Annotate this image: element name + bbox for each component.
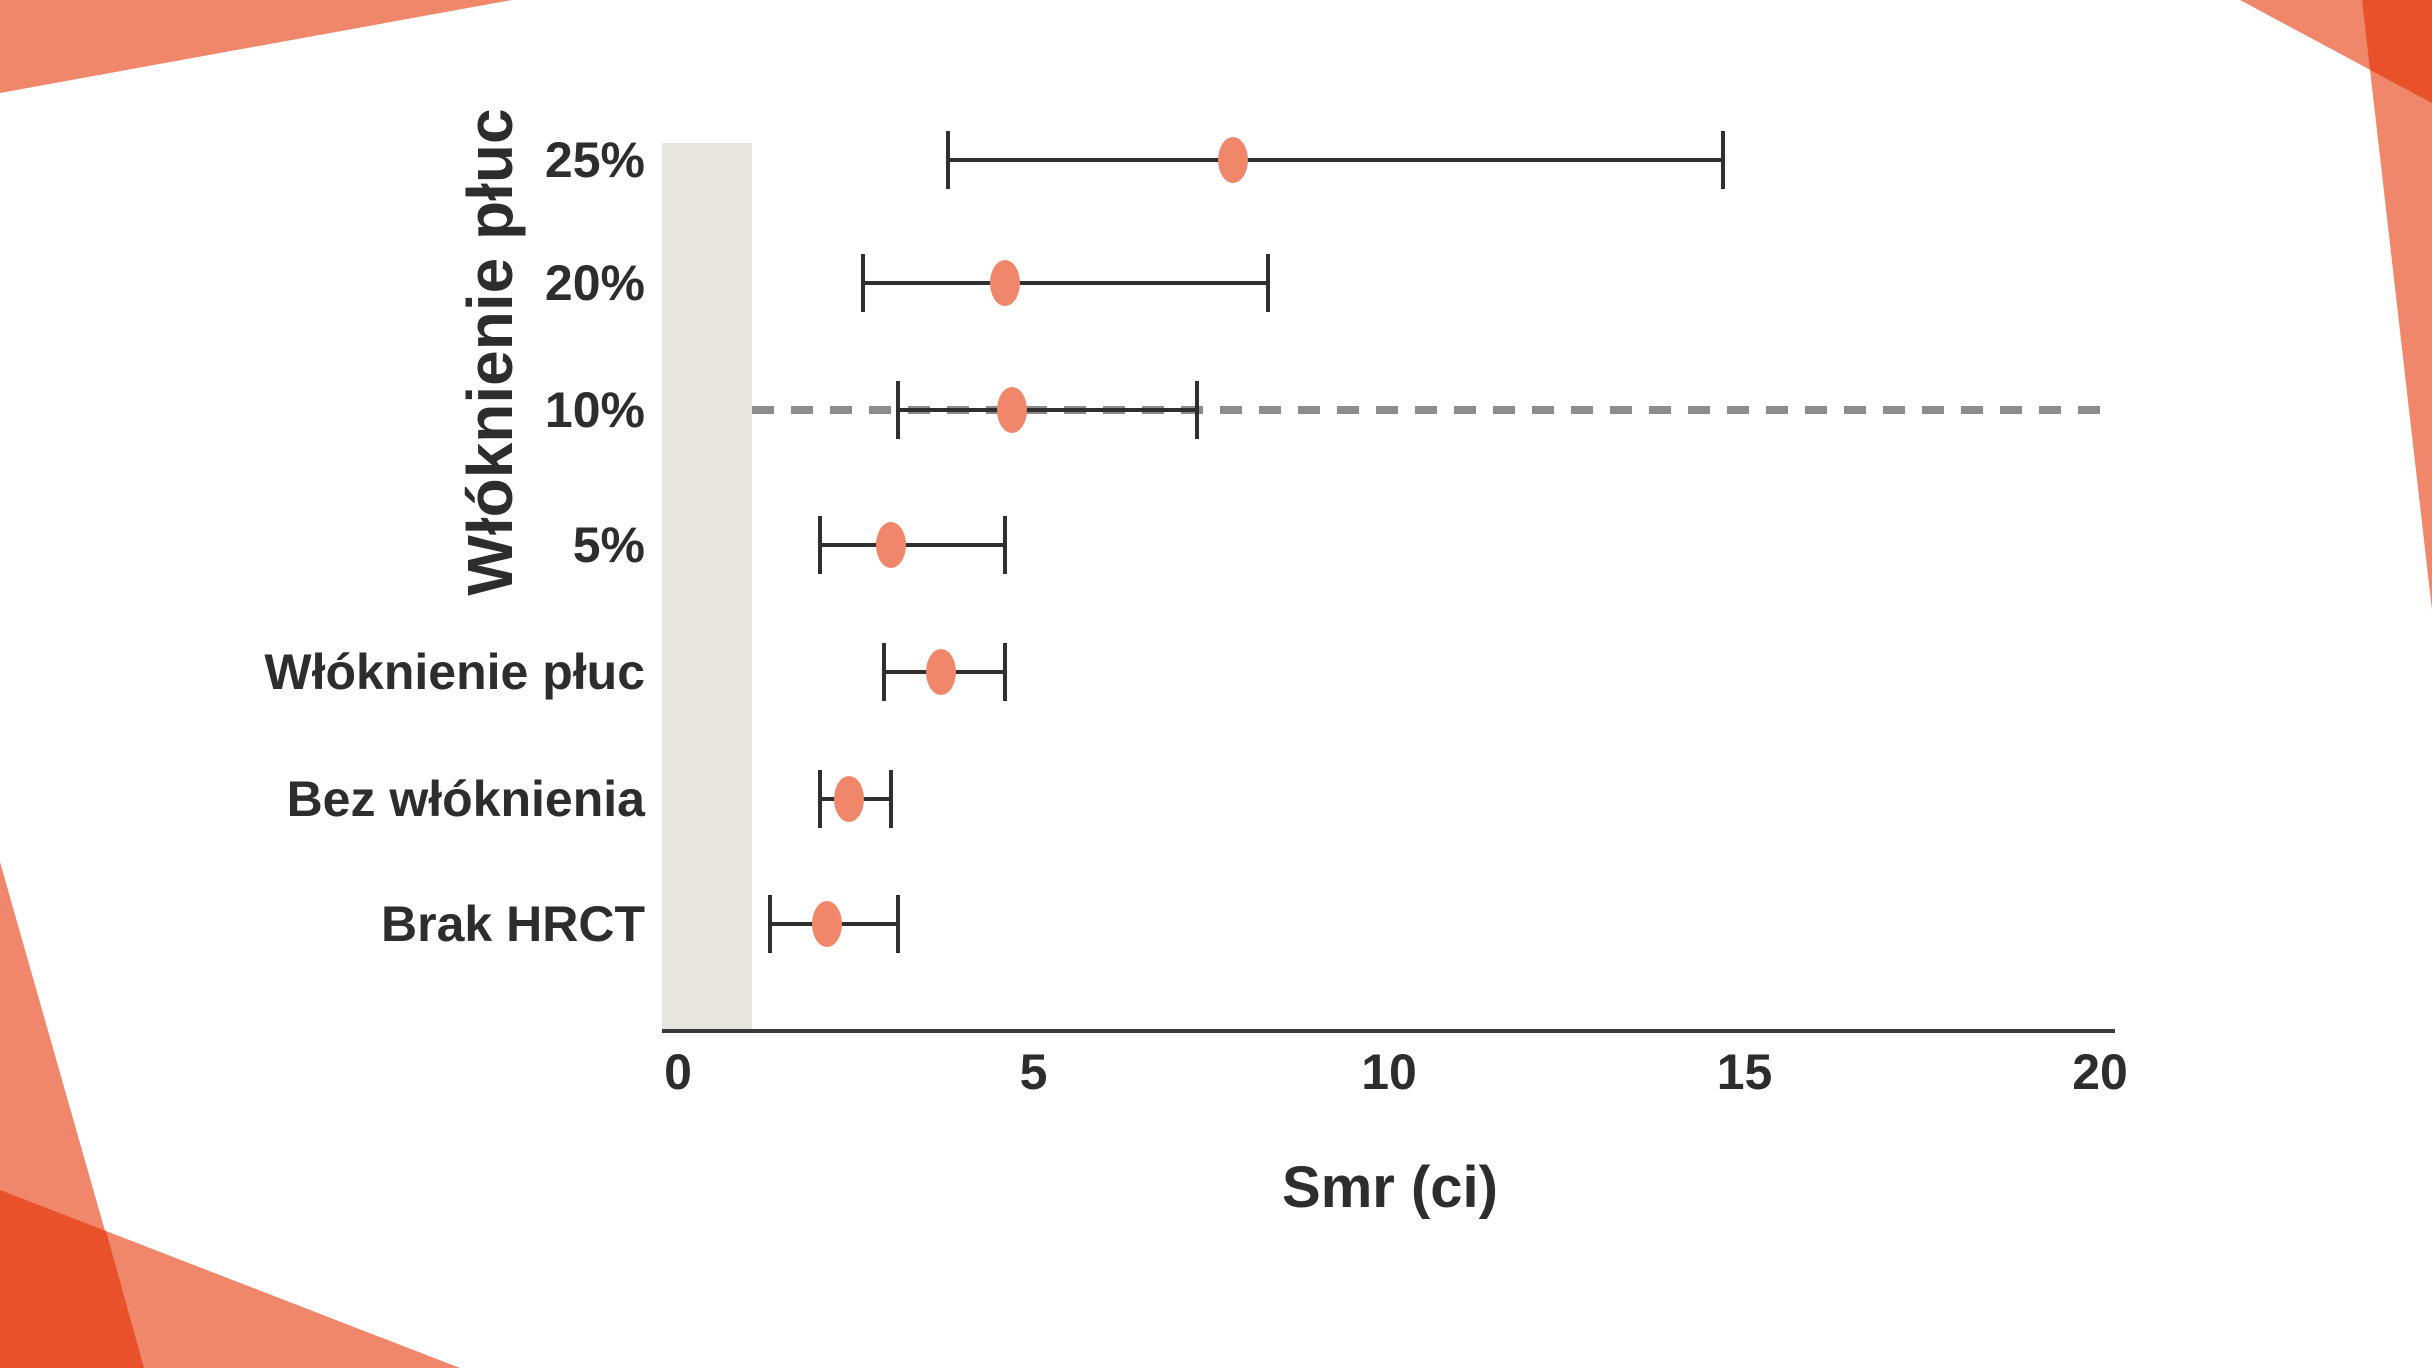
- point-marker: [876, 522, 907, 568]
- error-bar-cap-left: [768, 895, 773, 953]
- x-axis-line: [662, 1029, 2115, 1033]
- error-bar: [862, 281, 1269, 285]
- error-bar: [948, 158, 1724, 162]
- error-bar: [820, 543, 1006, 547]
- row-label: 20%: [544, 255, 645, 311]
- error-bar-cap-left: [860, 254, 865, 312]
- row-label: 25%: [544, 132, 645, 188]
- error-bar-cap-right: [1195, 381, 1200, 439]
- x-tick-label: 10: [1361, 1044, 1417, 1100]
- reference-band: [662, 143, 752, 1031]
- error-bar-cap-right: [896, 895, 901, 953]
- error-bar-cap-right: [889, 770, 894, 828]
- error-bar: [898, 408, 1198, 412]
- error-bar-cap-left: [946, 131, 951, 189]
- x-tick-label: 0: [664, 1044, 692, 1100]
- error-bar-cap-left: [896, 381, 901, 439]
- point-marker: [997, 387, 1028, 433]
- x-tick-label: 15: [1716, 1044, 1773, 1100]
- error-bar-cap-left: [882, 643, 887, 701]
- point-marker: [990, 260, 1021, 306]
- x-axis-title: Smr (ci): [1282, 1155, 1498, 1220]
- error-bar-cap-right: [1003, 643, 1008, 701]
- error-bar-cap-right: [1721, 131, 1726, 189]
- x-tick-label: 5: [1019, 1044, 1048, 1100]
- point-marker: [926, 649, 957, 695]
- error-bar-cap-left: [818, 516, 823, 574]
- error-bar-cap-right: [1003, 516, 1008, 574]
- error-bar-cap-right: [1266, 254, 1271, 312]
- point-marker: [812, 901, 843, 947]
- point-marker: [1217, 137, 1248, 183]
- x-tick-label: 20: [2072, 1044, 2128, 1100]
- row-label: 10%: [544, 382, 645, 438]
- error-bar-cap-left: [818, 770, 823, 828]
- row-label: Bez włóknienia: [286, 771, 645, 827]
- reference-dashline: [752, 406, 2100, 414]
- row-label: Włóknienie płuc: [264, 644, 645, 700]
- row-label: 5%: [572, 517, 645, 573]
- row-label: Brak HRCT: [381, 896, 645, 952]
- point-marker: [833, 776, 864, 822]
